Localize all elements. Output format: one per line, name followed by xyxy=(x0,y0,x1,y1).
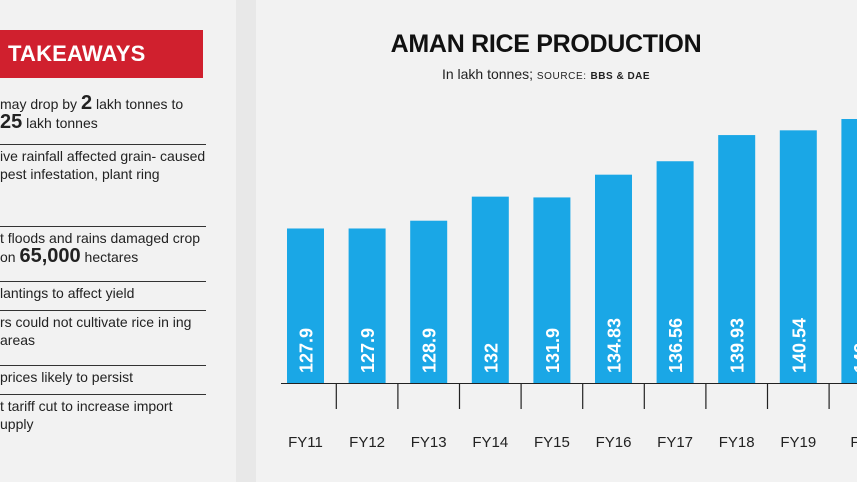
chart-unit: In lakh tonnes; xyxy=(441,66,533,82)
bar xyxy=(718,135,756,383)
takeaway-highlight: 65,000 xyxy=(19,245,81,267)
takeaway-item: may drop by 2 lakh tonnes to 25 lakh ton… xyxy=(0,92,206,145)
bar-value-label: 127.9 xyxy=(358,328,378,373)
x-tick-label: FY13 xyxy=(411,434,447,451)
takeaways-panel: TAKEAWAYS may drop by 2 lakh tonnes to 2… xyxy=(0,0,236,482)
x-tick-label: FY11 xyxy=(288,434,323,451)
takeaway-text: lakh tonnes to xyxy=(92,96,184,112)
x-tick-label: FY14 xyxy=(472,434,508,451)
takeaway-item: ive rainfall affected grain- caused pest… xyxy=(0,145,206,227)
chart-source: BBS & DAE xyxy=(590,71,651,82)
bar xyxy=(779,130,817,383)
bar-value-label: 132 xyxy=(481,343,501,373)
bar-value-label: 131.9 xyxy=(543,328,563,373)
takeaways-header: TAKEAWAYS xyxy=(0,30,203,78)
chart-panel: AMAN RICE PRODUCTION In lakh tonnes; SOU… xyxy=(256,0,857,482)
takeaway-text: may drop by xyxy=(0,96,81,112)
source-label: SOURCE: xyxy=(536,71,587,82)
x-tick-label: FY18 xyxy=(719,434,755,451)
x-tick-label: FY12 xyxy=(349,434,385,451)
takeaway-item: t tariff cut to increase import upply xyxy=(0,398,173,432)
bar-value-label: 140.54 xyxy=(789,318,809,373)
bar xyxy=(410,220,448,383)
bar-value-label: 134.83 xyxy=(605,318,625,373)
takeaway-highlight: 25 xyxy=(0,111,23,133)
takeaway-text: t floods and rains damaged crop on xyxy=(0,230,201,265)
bar xyxy=(841,119,857,383)
chart-title: AMAN RICE PRODUCTION xyxy=(390,30,702,58)
bar-value-label: 128.9 xyxy=(420,328,440,373)
x-tick-label: FY16 xyxy=(596,434,632,451)
bar xyxy=(348,228,386,383)
takeaway-highlight: 2 xyxy=(80,92,93,114)
takeaway-item: lantings to affect yield xyxy=(0,282,206,311)
x-tick-label: FY15 xyxy=(534,434,570,451)
bar xyxy=(595,174,632,383)
takeaway-text: hectares xyxy=(80,249,139,265)
takeaway-item: t floods and rains damaged crop on 65,00… xyxy=(0,227,206,282)
takeaway-item: prices likely to persist xyxy=(0,366,206,395)
takeaway-text: lakh tonnes xyxy=(22,115,98,131)
x-tick-label: FY19 xyxy=(780,434,816,451)
bar xyxy=(287,228,324,383)
x-tick-label: FY xyxy=(850,434,857,451)
bar-chart: 127.9 FY11 127.9 FY12 128.9 FY13 132 FY14 131.9 F… xyxy=(281,119,857,451)
bar-value-label: 142 xyxy=(851,343,857,373)
bar-value-label: 139.93 xyxy=(728,318,748,373)
bar xyxy=(656,161,694,383)
bar xyxy=(471,196,509,383)
bar-value-label: 127.9 xyxy=(297,328,317,373)
bar xyxy=(533,197,571,383)
bar-value-label: 136.56 xyxy=(666,318,686,373)
takeaway-list: may drop by 2 lakh tonnes to 25 lakh ton… xyxy=(0,92,206,437)
takeaway-item: rs could not cultivate rice in ing areas xyxy=(0,311,206,366)
x-tick-label: FY17 xyxy=(657,434,693,451)
chart-subtitle: In lakh tonnes; SOURCE: BBS & DAE xyxy=(256,66,836,82)
